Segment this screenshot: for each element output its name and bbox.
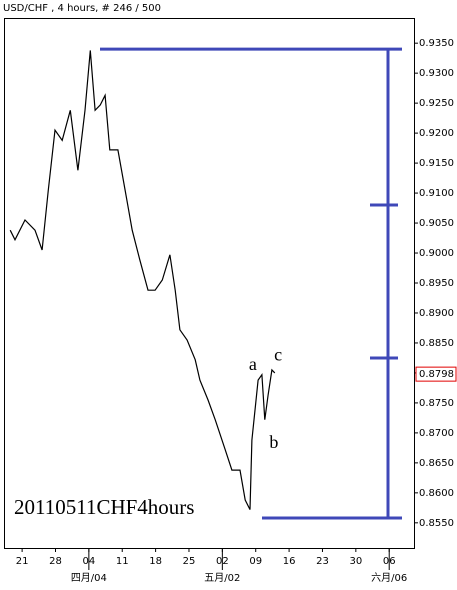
y-tick-label: 0.9050 [419, 218, 454, 229]
y-tick-label: 0.8750 [419, 398, 454, 409]
last-price-box [415, 366, 457, 382]
y-tick-label: 0.8550 [419, 518, 454, 529]
wave-label: b [269, 432, 278, 452]
x-tick-label: 09 [249, 556, 262, 567]
x-tick-label: 25 [183, 556, 196, 567]
y-tick-label: 0.8600 [419, 488, 454, 499]
y-tick-label: 0.9150 [419, 158, 454, 169]
month-label: 五月/02 [204, 572, 240, 584]
x-tick-label: 16 [283, 556, 296, 567]
y-tick-label: 0.8850 [419, 338, 454, 349]
y-tick-label: 0.8650 [419, 458, 454, 469]
y-tick-label: 0.9300 [419, 68, 454, 79]
x-tick-label: 28 [49, 556, 62, 567]
x-tick-label: 11 [116, 556, 129, 567]
month-label: 六月/06 [371, 572, 407, 584]
y-tick-label: 0.9250 [419, 98, 454, 109]
month-label: 四月/04 [71, 572, 107, 584]
x-tick-label: 21 [16, 556, 29, 567]
y-tick-label: 0.9200 [419, 128, 454, 139]
y-tick-label: 0.9000 [419, 248, 454, 259]
wave-label: a [249, 354, 257, 374]
x-tick-label: 30 [349, 556, 362, 567]
last-price-label: 0.8798 [419, 369, 454, 380]
chart-title: USD/CHF , 4 hours, # 246 / 500 [3, 3, 161, 14]
watermark: 20110511CHF4hours [14, 495, 194, 519]
y-tick-label: 0.8900 [419, 308, 454, 319]
x-tick-label: 23 [316, 556, 329, 567]
y-tick-label: 0.8700 [419, 428, 454, 439]
wave-label: c [274, 344, 282, 364]
price-line [9, 50, 276, 510]
y-tick-label: 0.9100 [419, 188, 454, 199]
y-tick-label: 0.8950 [419, 278, 454, 289]
y-tick-label: 0.9350 [419, 38, 454, 49]
x-tick-label: 18 [149, 556, 162, 567]
